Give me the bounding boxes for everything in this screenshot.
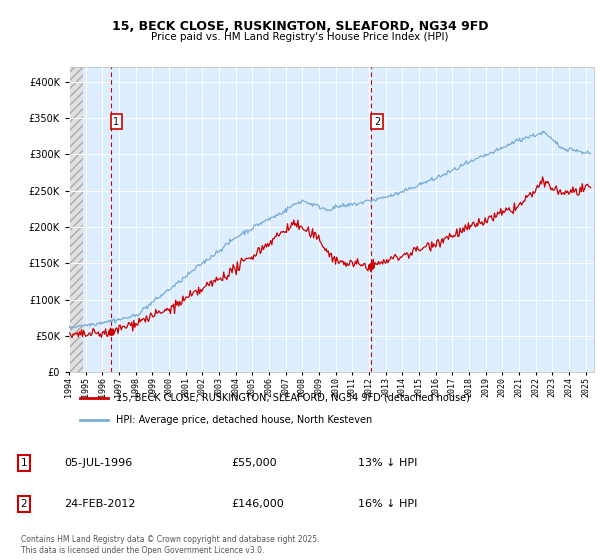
Text: 05-JUL-1996: 05-JUL-1996 [64,458,132,468]
Text: 13% ↓ HPI: 13% ↓ HPI [358,458,417,468]
Text: 15, BECK CLOSE, RUSKINGTON, SLEAFORD, NG34 9FD (detached house): 15, BECK CLOSE, RUSKINGTON, SLEAFORD, NG… [116,393,470,403]
Text: £146,000: £146,000 [231,499,284,509]
Polygon shape [69,67,83,372]
Text: 16% ↓ HPI: 16% ↓ HPI [358,499,417,509]
Text: HPI: Average price, detached house, North Kesteven: HPI: Average price, detached house, Nort… [116,415,373,425]
Text: 1: 1 [113,116,119,127]
Text: 2: 2 [20,499,27,509]
Text: 15, BECK CLOSE, RUSKINGTON, SLEAFORD, NG34 9FD: 15, BECK CLOSE, RUSKINGTON, SLEAFORD, NG… [112,20,488,32]
Text: Contains HM Land Registry data © Crown copyright and database right 2025.
This d: Contains HM Land Registry data © Crown c… [20,535,319,555]
Text: 2: 2 [374,116,380,127]
Text: Price paid vs. HM Land Registry's House Price Index (HPI): Price paid vs. HM Land Registry's House … [151,32,449,43]
Text: £55,000: £55,000 [231,458,277,468]
Text: 1: 1 [20,458,27,468]
Text: 24-FEB-2012: 24-FEB-2012 [64,499,136,509]
